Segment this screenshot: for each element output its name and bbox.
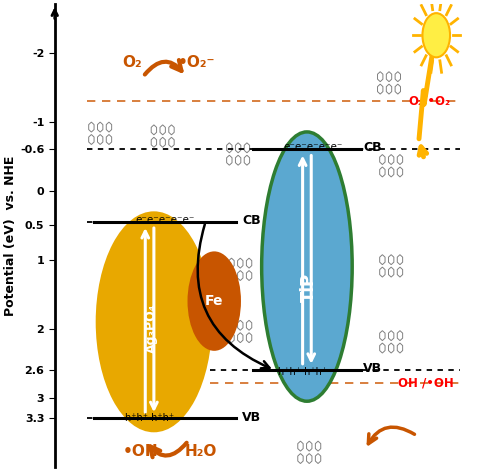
Circle shape [422, 13, 450, 57]
Text: e⁻e⁻e⁻e⁻e⁻: e⁻e⁻e⁻e⁻e⁻ [284, 142, 343, 152]
Text: H₂O: H₂O [185, 444, 218, 459]
Text: •O₂⁻: •O₂⁻ [178, 56, 216, 70]
Text: Fe: Fe [205, 294, 223, 308]
Text: VB: VB [242, 411, 261, 423]
Text: OH /•OH: OH /•OH [397, 376, 453, 389]
Text: h⁺h⁺ h⁺h⁺: h⁺h⁺ h⁺h⁺ [125, 414, 174, 423]
Ellipse shape [262, 132, 352, 401]
Ellipse shape [96, 211, 212, 432]
Text: CB: CB [242, 214, 261, 227]
Text: h⁺h⁺ h⁺h⁺: h⁺h⁺ h⁺h⁺ [278, 366, 327, 376]
Ellipse shape [188, 252, 241, 351]
Text: TiP: TiP [300, 273, 318, 302]
Text: Ag₃PO₄: Ag₃PO₄ [145, 304, 158, 353]
Text: VB: VB [363, 362, 382, 375]
Text: O₂: O₂ [122, 56, 142, 70]
Text: CB: CB [363, 141, 382, 154]
Text: •OH: •OH [123, 444, 159, 459]
Text: O₂/•O₂: O₂/•O₂ [409, 94, 451, 107]
Text: e⁻e⁻e⁻e⁻e⁻: e⁻e⁻e⁻e⁻e⁻ [135, 215, 195, 225]
Y-axis label: Potential (eV)  vs. NHE: Potential (eV) vs. NHE [4, 155, 17, 316]
